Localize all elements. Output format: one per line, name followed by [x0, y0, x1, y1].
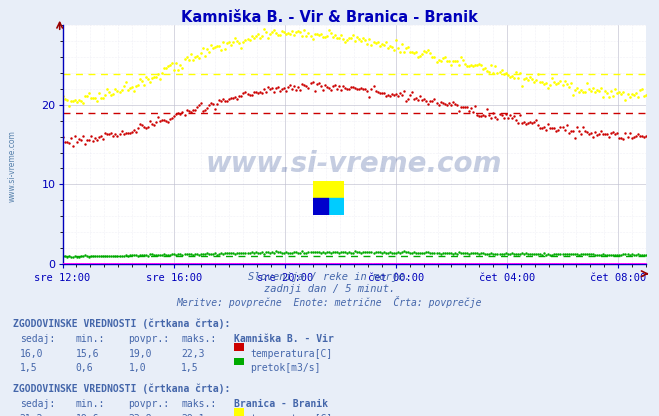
Text: www.si-vreme.com: www.si-vreme.com [206, 150, 502, 178]
Text: sedaj:: sedaj: [20, 334, 55, 344]
Text: Slovenija / reke in morje.: Slovenija / reke in morje. [248, 272, 411, 282]
Text: povpr.:: povpr.: [129, 399, 169, 409]
Text: 16,0: 16,0 [20, 349, 43, 359]
Text: min.:: min.: [76, 399, 105, 409]
Text: maks.:: maks.: [181, 399, 216, 409]
Text: 19,0: 19,0 [129, 349, 152, 359]
Text: pretok[m3/s]: pretok[m3/s] [250, 363, 321, 373]
Text: maks.:: maks.: [181, 334, 216, 344]
Text: 1,0: 1,0 [129, 363, 146, 373]
Text: ZGODOVINSKE VREDNOSTI (črtkana črta):: ZGODOVINSKE VREDNOSTI (črtkana črta): [13, 318, 231, 329]
Text: 1,5: 1,5 [20, 363, 38, 373]
Text: zadnji dan / 5 minut.: zadnji dan / 5 minut. [264, 284, 395, 294]
Text: Branica - Branik: Branica - Branik [234, 399, 328, 409]
Text: 19,6: 19,6 [76, 414, 100, 416]
Text: 1,5: 1,5 [181, 363, 199, 373]
Text: sedaj:: sedaj: [20, 399, 55, 409]
Text: 21,2: 21,2 [20, 414, 43, 416]
Text: 29,1: 29,1 [181, 414, 205, 416]
Text: 0,6: 0,6 [76, 363, 94, 373]
Text: 15,6: 15,6 [76, 349, 100, 359]
Text: 22,3: 22,3 [181, 349, 205, 359]
Text: ZGODOVINSKE VREDNOSTI (črtkana črta):: ZGODOVINSKE VREDNOSTI (črtkana črta): [13, 383, 231, 394]
Text: 23,8: 23,8 [129, 414, 152, 416]
Text: povpr.:: povpr.: [129, 334, 169, 344]
Text: Meritve: povprečne  Enote: metrične  Črta: povprečje: Meritve: povprečne Enote: metrične Črta:… [177, 296, 482, 308]
Text: Kamniška B. - Vir & Branica - Branik: Kamniška B. - Vir & Branica - Branik [181, 10, 478, 25]
Text: temperatura[C]: temperatura[C] [250, 349, 333, 359]
Text: www.si-vreme.com: www.si-vreme.com [8, 131, 17, 202]
Text: temperatura[C]: temperatura[C] [250, 414, 333, 416]
Text: min.:: min.: [76, 334, 105, 344]
Text: Kamniška B. - Vir: Kamniška B. - Vir [234, 334, 334, 344]
